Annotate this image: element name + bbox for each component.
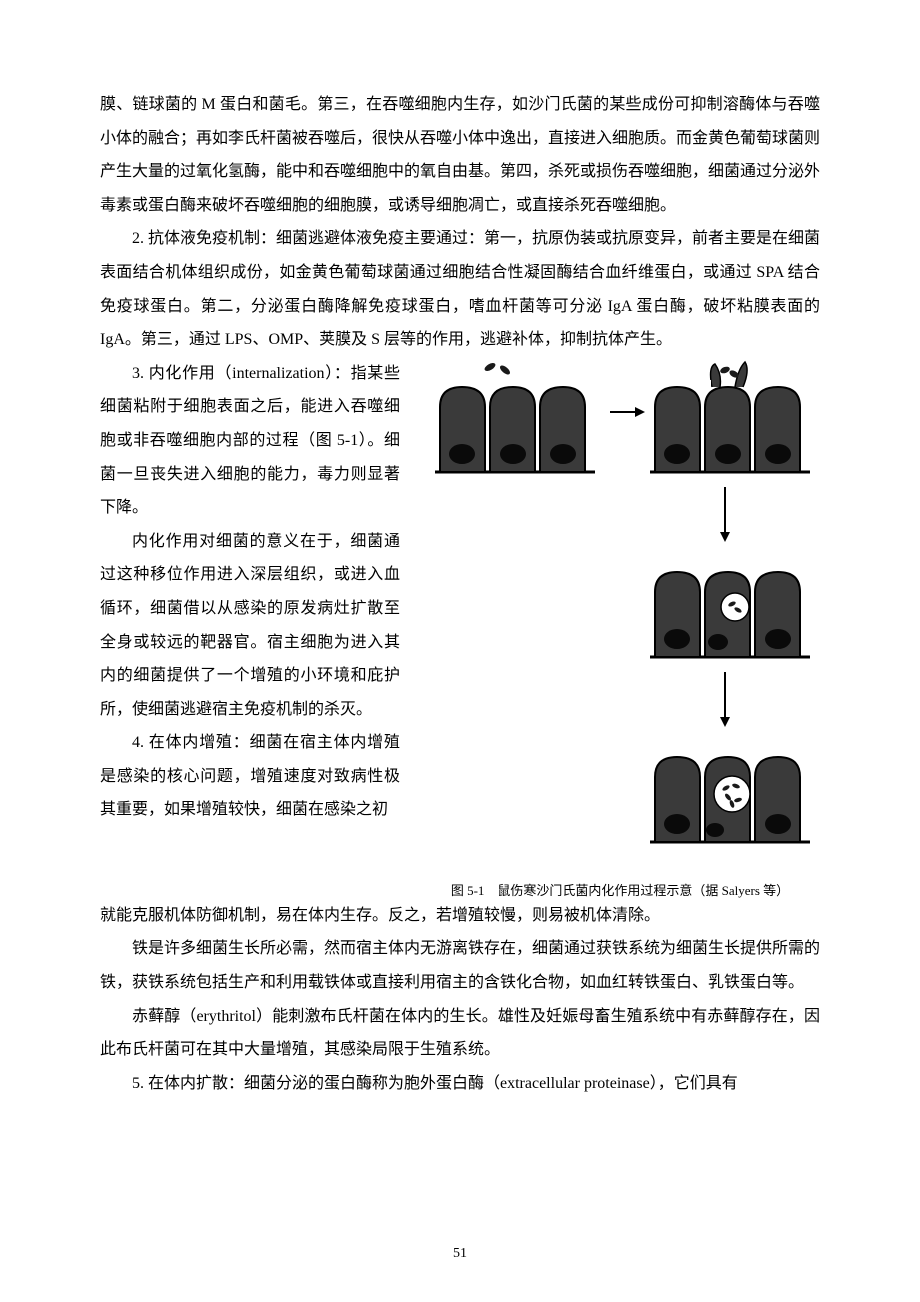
paragraph-8: 5. 在体内扩散：细菌分泌的蛋白酶称为胞外蛋白酶（extracellular p… [100, 1067, 820, 1101]
paragraph-3: 3. 内化作用（internalization）：指某些细菌粘附于细胞表面之后，… [100, 357, 400, 525]
paragraph-2: 2. 抗体液免疫机制：细菌逃避体液免疫主要通过：第一，抗原伪装或抗原变异，前者主… [100, 222, 820, 356]
paragraph-6: 铁是许多细菌生长所必需，然而宿主体内无游离铁存在，细菌通过获铁系统为细菌生长提供… [100, 932, 820, 999]
main-content: 膜、链球菌的 M 蛋白和菌毛。第三，在吞噬细胞内生存，如沙门氏菌的某些成份可抑制… [100, 88, 820, 1100]
text-figure-wrap: 3. 内化作用（internalization）：指某些细菌粘附于细胞表面之后，… [100, 357, 820, 899]
paragraph-1: 膜、链球菌的 M 蛋白和菌毛。第三，在吞噬细胞内生存，如沙门氏菌的某些成份可抑制… [100, 88, 820, 222]
paragraph-4: 内化作用对细菌的意义在于，细菌通过这种移位作用进入深层组织，或进入血循环，细菌借… [100, 525, 400, 727]
page-number: 51 [453, 1246, 467, 1262]
paragraph-5-cont: 就能克服机体防御机制，易在体内生存。反之，若增殖较慢，则易被机体清除。 [100, 899, 820, 933]
internalization-diagram [425, 357, 815, 872]
figure-column: 图 5-1 鼠伤寒沙门氏菌内化作用过程示意（据 Salyers 等） [420, 357, 820, 899]
paragraph-5: 4. 在体内增殖：细菌在宿主体内增殖是感染的核心问题，增殖速度对致病性极其重要，… [100, 726, 400, 827]
figure-caption: 图 5-1 鼠伤寒沙门氏菌内化作用过程示意（据 Salyers 等） [451, 880, 789, 899]
text-column: 3. 内化作用（internalization）：指某些细菌粘附于细胞表面之后，… [100, 357, 400, 899]
paragraph-7: 赤藓醇（erythritol）能刺激布氏杆菌在体内的生长。雄性及妊娠母畜生殖系统… [100, 1000, 820, 1067]
